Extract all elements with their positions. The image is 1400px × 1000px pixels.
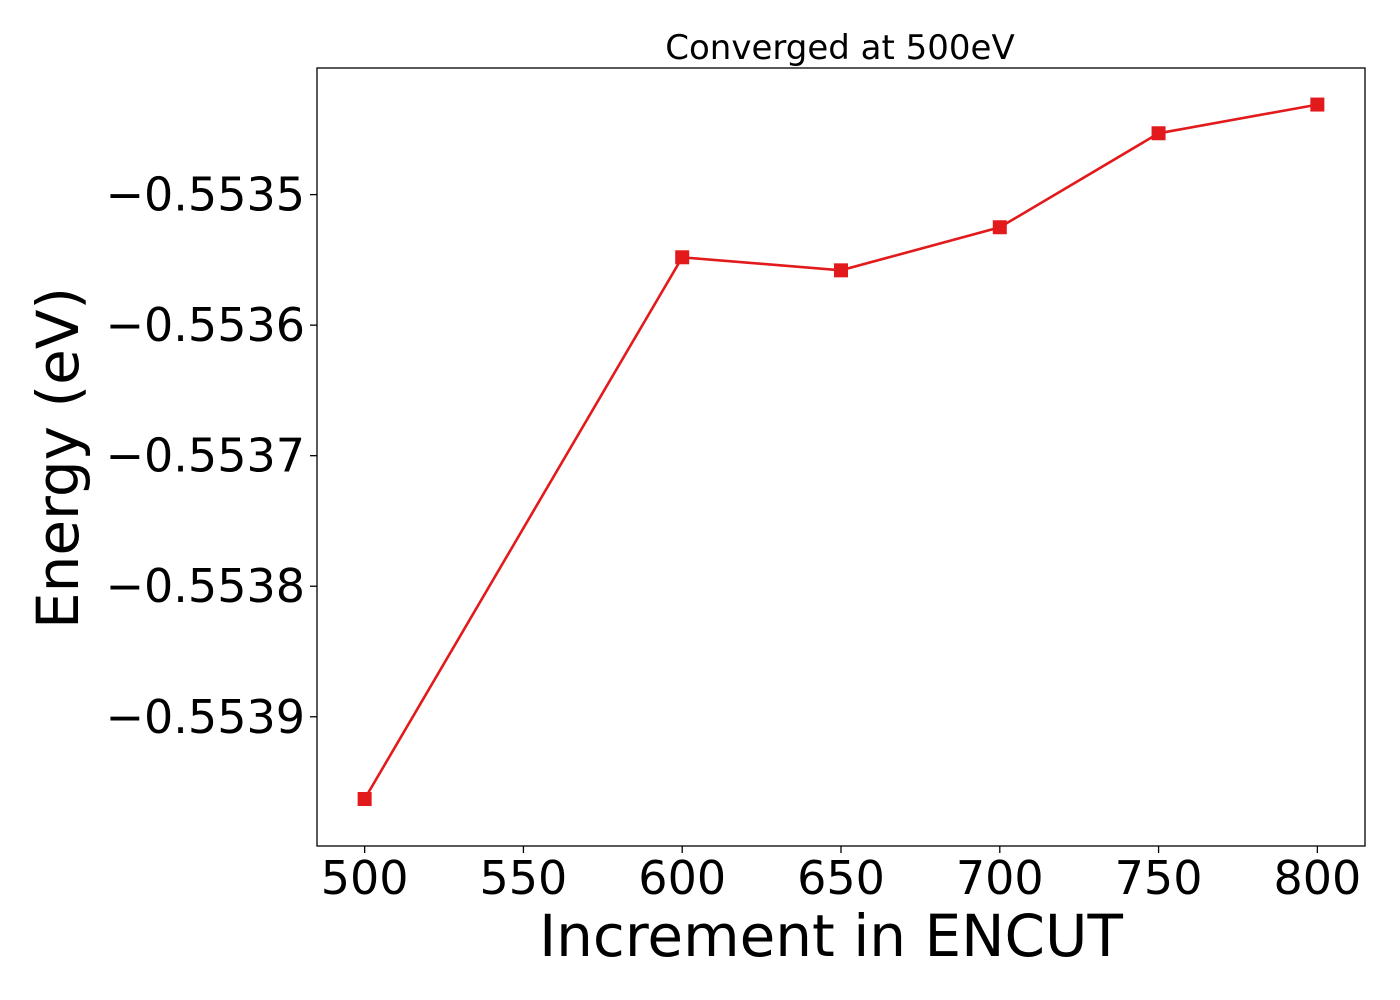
y-axis-ticks: −0.5535 −0.5536 −0.5537 −0.5538 −0.5539 xyxy=(106,168,317,744)
x-tick-label: 500 xyxy=(321,851,409,905)
series-line xyxy=(363,103,1318,800)
series-layer xyxy=(357,97,1325,807)
x-tick-label: 700 xyxy=(956,851,1044,905)
x-axis-label: Increment in ENCUT xyxy=(539,902,1123,970)
x-axis-ticks: 500 550 600 650 700 750 800 xyxy=(321,846,1361,905)
data-point-marker xyxy=(1310,97,1325,112)
y-tick-label: −0.5538 xyxy=(106,559,306,613)
x-tick-label: 550 xyxy=(480,851,568,905)
y-tick-label: −0.5537 xyxy=(106,429,306,483)
y-axis-label: Energy (eV) xyxy=(24,287,92,629)
data-point-marker xyxy=(992,220,1007,235)
x-tick-label: 750 xyxy=(1115,851,1203,905)
plot-area xyxy=(316,67,1366,847)
chart-title: Converged at 500eV xyxy=(665,28,1014,68)
data-point-marker xyxy=(1151,126,1166,141)
y-tick-label: −0.5536 xyxy=(106,298,306,352)
x-tick-label: 600 xyxy=(638,851,726,905)
y-tick-label: −0.5539 xyxy=(106,690,306,744)
x-tick-label: 650 xyxy=(797,851,885,905)
data-point-marker xyxy=(675,250,690,265)
data-point-marker xyxy=(834,263,848,278)
y-tick-label: −0.5535 xyxy=(106,168,306,222)
x-tick-label: 800 xyxy=(1273,851,1361,905)
data-point-marker xyxy=(357,792,372,807)
